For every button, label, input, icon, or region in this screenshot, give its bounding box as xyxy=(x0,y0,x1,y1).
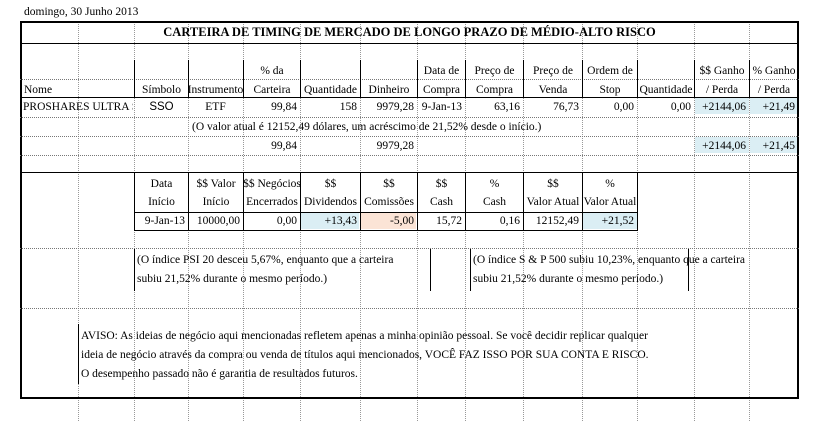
header-pct-carteira-2: Carteira xyxy=(253,84,291,96)
summary-cell-negocios: 0,00 xyxy=(276,215,297,227)
header-data-compra-2: Compra xyxy=(422,84,461,96)
summary-header-pct-cash-1: % xyxy=(489,178,500,190)
header-data-compra-1: Data de xyxy=(423,65,460,77)
header-simbolo: Símbolo xyxy=(142,84,181,96)
summary-header-dividendos-1: $$ xyxy=(324,178,337,190)
header-preco-venda-1: Preço de xyxy=(533,65,573,77)
header-ganho-usd-1: $$ Ganho xyxy=(699,65,745,77)
cell-simbolo: SSO xyxy=(149,101,174,113)
current-value-note: (O valor atual é 12152,49 dólares, um ac… xyxy=(192,121,542,133)
cell-ganho-pct: +21,49 xyxy=(762,101,795,113)
summary-header-valor-atual-1: $$ xyxy=(547,178,559,190)
summary-cell-valor-inicio: 10000,00 xyxy=(196,215,240,227)
summary-cell-pct-cash: 0,16 xyxy=(499,215,520,227)
header-preco-compra-1: Preço de xyxy=(474,65,515,77)
cell-quantidade: 158 xyxy=(339,101,357,113)
summary-header-pct-valor-atual-2: Valor Atual xyxy=(583,196,637,208)
report-frame xyxy=(20,21,799,399)
summary-header-negocios-2: Encerrados xyxy=(246,196,298,208)
summary-header-comissoes-1: $$ xyxy=(383,178,395,190)
total-pct-carteira: 99,84 xyxy=(271,140,297,152)
header-ordem-stop-1: Ordem de xyxy=(587,65,633,77)
header-instrumento: Instrumento xyxy=(187,84,244,96)
header-preco-venda-2: Venda xyxy=(538,84,568,96)
summary-cell-pct-valor-atual: +21,52 xyxy=(601,215,634,227)
summary-cell-dividendos: +13,43 xyxy=(324,215,357,227)
summary-header-pct-cash-2: Cash xyxy=(483,196,506,208)
total-dinheiro: 9979,28 xyxy=(376,140,414,152)
summary-header-pct-valor-atual-1: % xyxy=(605,178,615,190)
header-preco-compra-2: Compra xyxy=(475,84,514,96)
summary-cell-comissoes: -5,00 xyxy=(390,215,414,227)
summary-header-comissoes-2: Comissões xyxy=(364,196,414,208)
disclaimer-line1: AVISO: As ideias de negócio aqui mencion… xyxy=(81,330,648,342)
cell-preco-venda: 76,73 xyxy=(553,101,579,113)
summary-cell-data-inicio: 9-Jan-13 xyxy=(144,215,185,227)
cell-data-compra: 9-Jan-13 xyxy=(421,101,462,113)
total-ganho-pct: +21,45 xyxy=(762,140,795,152)
cell-instrumento: ETF xyxy=(205,101,226,113)
summary-cell-cash: 15,72 xyxy=(436,215,462,227)
summary-header-valor-atual-2: Valor Atual xyxy=(526,196,580,208)
header-pct-carteira-1: % da xyxy=(260,65,284,77)
psi-note-line1: (O índice PSI 20 desceu 5,67%, enquanto … xyxy=(137,254,394,266)
cell-quantidade-2: 0,00 xyxy=(670,101,691,113)
summary-header-valor-inicio-1: $$ Valor xyxy=(196,178,236,190)
report-date: domingo, 30 Junho 2013 xyxy=(24,6,139,18)
psi-note-line2: subiu 21,52% durante o mesmo período.) xyxy=(137,273,328,285)
summary-cell-valor-atual: 12152,49 xyxy=(535,215,579,227)
cell-nome: PROSHARES ULTRA S xyxy=(23,101,133,113)
header-quantidade: Quantidade xyxy=(303,84,357,96)
disclaimer-line2: ideia de negócio através da compra ou ve… xyxy=(81,349,649,361)
summary-header-cash-1: $$ xyxy=(435,178,448,190)
summary-header-cash-2: Cash xyxy=(430,196,453,208)
header-ganho-pct-1: % Ganho xyxy=(752,65,796,77)
cell-dinheiro: 9979,28 xyxy=(376,101,414,113)
cell-preco-compra: 63,16 xyxy=(494,101,520,113)
summary-header-valor-inicio-2: Início xyxy=(202,196,230,208)
cell-ganho-usd: +2144,06 xyxy=(702,101,746,113)
summary-header-negocios-1: $$ Negócios xyxy=(243,178,301,190)
header-nome: Nome xyxy=(24,84,53,96)
header-quantidade-2: Quantidade xyxy=(639,84,693,96)
cell-ordem-stop: 0,00 xyxy=(613,101,634,113)
header-dinheiro: Dinheiro xyxy=(368,84,410,96)
cell-pct-carteira: 99,84 xyxy=(271,101,297,113)
total-ganho-usd: +2144,06 xyxy=(702,140,746,152)
header-ordem-stop-2: Stop xyxy=(599,84,621,96)
header-ganho-pct-2: / Perda xyxy=(757,84,791,96)
summary-header-data-inicio-2: Início xyxy=(148,196,175,208)
sp-note-line1: (O índice S & P 500 subiu 10,23%, enquan… xyxy=(473,254,745,266)
sp-note-line2: subiu 21,52% durante o mesmo período.) xyxy=(473,273,664,285)
header-ganho-usd-2: / Perda xyxy=(705,84,739,96)
disclaimer-line3: O desempenho passado não é garantia de r… xyxy=(81,368,358,380)
report-title: CARTEIRA DE TIMING DE MERCADO DE LONGO P… xyxy=(163,25,656,39)
summary-header-data-inicio-1: Data xyxy=(150,178,173,190)
summary-header-dividendos-2: Dividendos xyxy=(303,196,358,208)
